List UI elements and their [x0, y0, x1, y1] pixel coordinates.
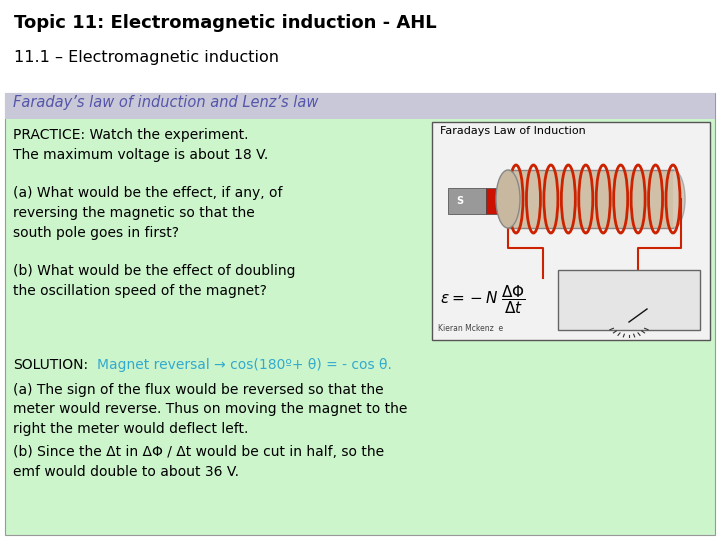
Bar [508, 170, 673, 228]
Text: PRACTICE: Watch the experiment.: PRACTICE: Watch the experiment. [13, 128, 248, 142]
Text: right the meter would deflect left.: right the meter would deflect left. [13, 422, 248, 436]
Text: Magnet reversal → cos(180º+ θ) = - cos θ.: Magnet reversal → cos(180º+ θ) = - cos θ… [97, 358, 392, 372]
Ellipse shape [661, 170, 685, 228]
Text: Faraday’s law of induction and Lenz’s law: Faraday’s law of induction and Lenz’s la… [13, 95, 318, 110]
Text: the oscillation speed of the magnet?: the oscillation speed of the magnet? [13, 284, 267, 298]
Bar [448, 188, 486, 214]
Bar [5, 93, 715, 119]
Text: S: S [456, 196, 464, 206]
Bar [0, 0, 720, 95]
Text: (b) Since the Δt in ΔΦ / Δt would be cut in half, so the: (b) Since the Δt in ΔΦ / Δt would be cut… [13, 446, 384, 460]
Bar [432, 122, 710, 340]
Text: reversing the magnetic so that the: reversing the magnetic so that the [13, 206, 255, 220]
Bar [486, 188, 514, 214]
Text: (b) What would be the effect of doubling: (b) What would be the effect of doubling [13, 265, 295, 279]
Text: N: N [496, 196, 504, 206]
Text: Faradays Law of Induction: Faradays Law of Induction [440, 126, 586, 136]
Ellipse shape [496, 170, 520, 228]
Text: $\varepsilon = -N\;\dfrac{\Delta\Phi}{\Delta t}$: $\varepsilon = -N\;\dfrac{\Delta\Phi}{\D… [440, 283, 526, 316]
Text: 11.1 – Electromagnetic induction: 11.1 – Electromagnetic induction [14, 50, 279, 65]
Bar [5, 93, 715, 535]
Text: Kieran Mckenz  e: Kieran Mckenz e [438, 324, 503, 333]
Bar [558, 270, 700, 330]
Text: (a) What would be the effect, if any, of: (a) What would be the effect, if any, of [13, 186, 282, 200]
Text: south pole goes in first?: south pole goes in first? [13, 226, 179, 240]
Text: emf would double to about 36 V.: emf would double to about 36 V. [13, 465, 239, 479]
Text: Topic 11: Electromagnetic induction - AHL: Topic 11: Electromagnetic induction - AH… [14, 14, 436, 32]
Text: The maximum voltage is about 18 V.: The maximum voltage is about 18 V. [13, 147, 269, 161]
Text: SOLUTION:: SOLUTION: [13, 358, 88, 372]
Text: (a) The sign of the flux would be reversed so that the: (a) The sign of the flux would be revers… [13, 383, 384, 397]
Text: meter would reverse. Thus on moving the magnet to the: meter would reverse. Thus on moving the … [13, 402, 408, 416]
